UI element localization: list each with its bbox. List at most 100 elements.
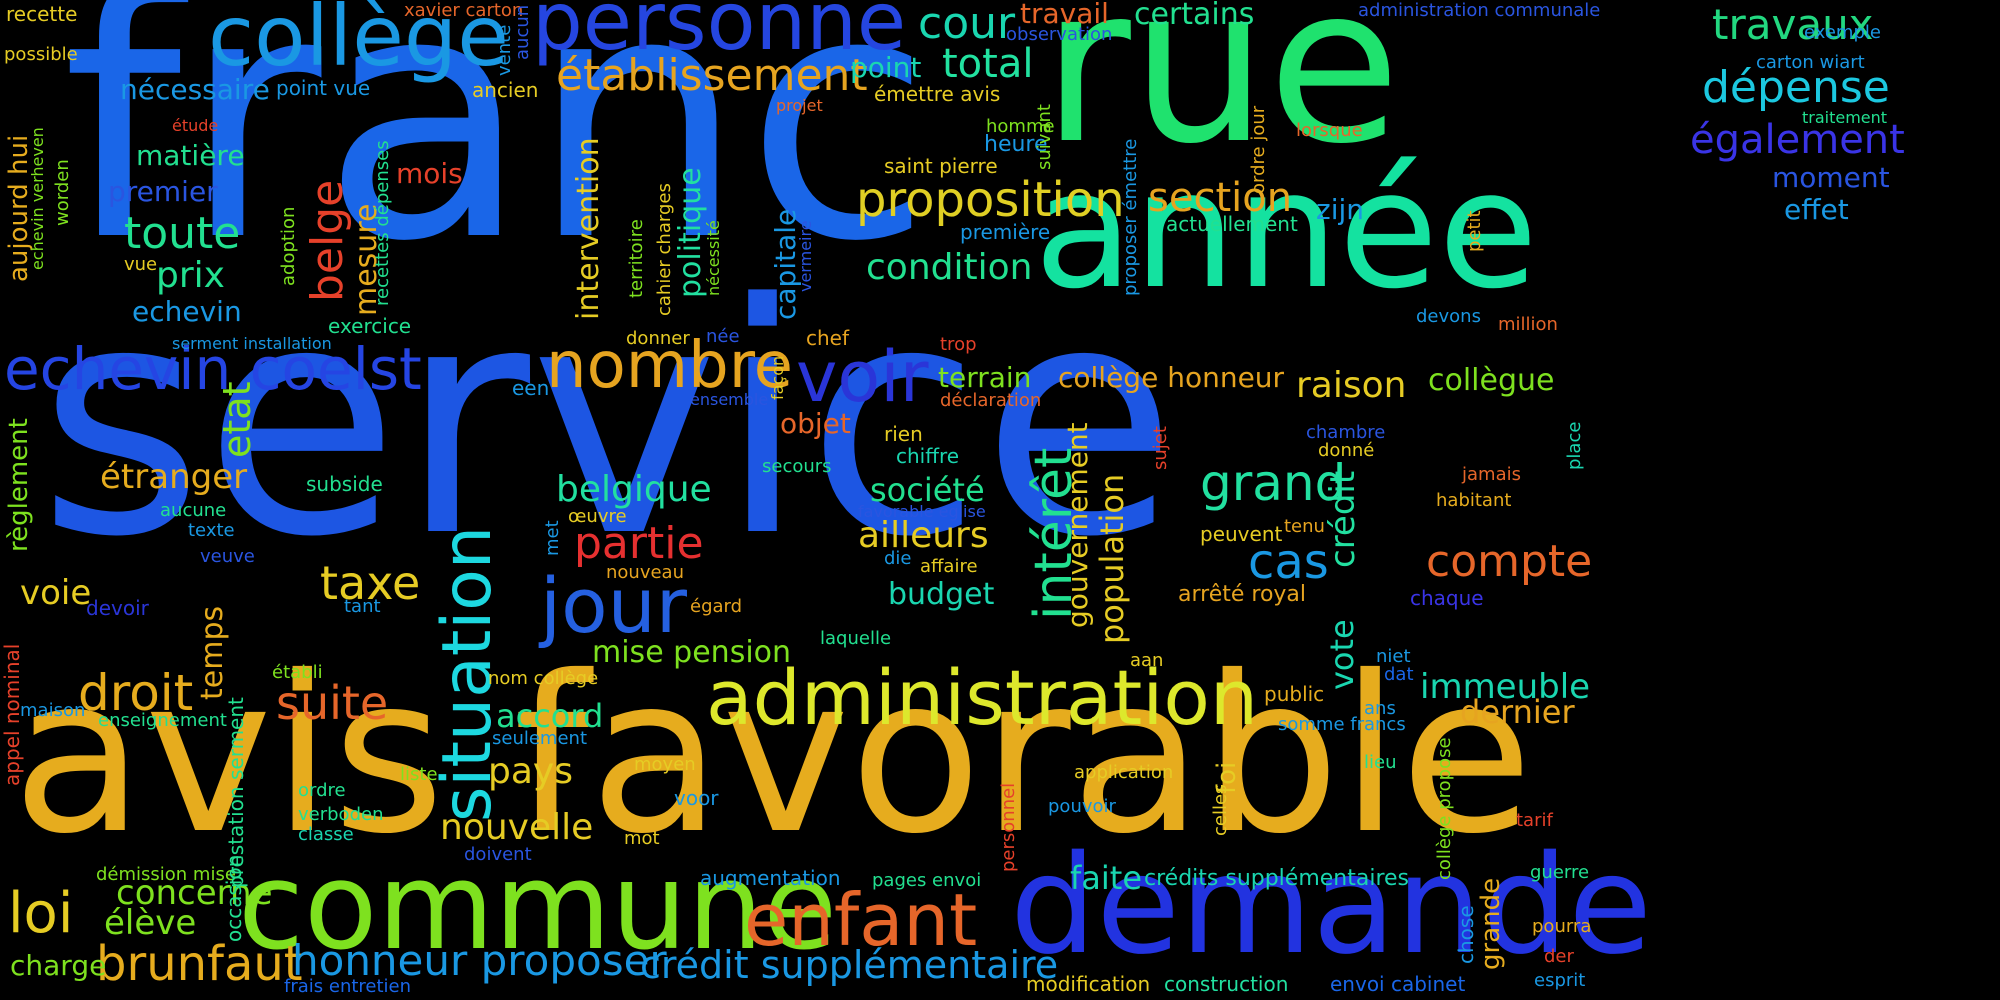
word-brunfaut: brunfaut: [96, 936, 303, 992]
word-million: million: [1498, 314, 1558, 335]
word-habitant: habitant: [1436, 490, 1512, 511]
word-avis-favorable: avis favorable: [12, 630, 1533, 881]
word-die: die: [884, 548, 912, 569]
word-ordre: ordre: [298, 780, 346, 801]
word-moment: moment: [1772, 161, 1890, 194]
word-college-propose: collège propose: [1434, 737, 1455, 880]
word-enfant: enfant: [744, 878, 978, 962]
word-necessite: nécessité: [704, 220, 723, 296]
word-observation: observation: [1006, 24, 1113, 45]
word-voor: voor: [674, 786, 719, 810]
word-grande: grande: [1476, 877, 1506, 970]
word-cas: cas: [1248, 534, 1329, 590]
word-saint-pierre: saint pierre: [884, 154, 998, 178]
word-ans: ans: [1364, 698, 1396, 719]
word-chiffre: chiffre: [896, 444, 960, 468]
word-compte: compte: [1426, 536, 1593, 587]
word-egalement: également: [1690, 117, 1905, 163]
word-personne: personne: [532, 0, 907, 68]
word-demande: demande: [1010, 827, 1653, 985]
word-niet: niet: [1376, 646, 1411, 667]
word-sujet: sujet: [1150, 426, 1171, 470]
word-egard: égard: [690, 596, 743, 617]
word-nombre: nombre: [546, 329, 793, 403]
word-maison: maison: [20, 700, 86, 721]
word-taxe: taxe: [320, 556, 421, 610]
word-lorsque: lorsque: [1296, 120, 1363, 141]
word-temps: temps: [195, 605, 230, 700]
word-administration: administration: [706, 653, 1259, 742]
word-eleve: élève: [104, 903, 197, 943]
word-administration-communale: administration communale: [1358, 0, 1601, 21]
word-zijn: zijn: [1316, 193, 1365, 226]
word-gouvernement: gouvernement: [1061, 422, 1094, 628]
word-classe: classe: [298, 824, 354, 845]
word-etablissement: établissement: [556, 50, 868, 101]
word-met: met: [542, 520, 563, 556]
word-lieu: lieu: [1364, 752, 1397, 773]
word-intervention: intervention: [571, 137, 606, 320]
word-proposer-emettre: proposer émettre: [1120, 138, 1141, 296]
word-echevin: echevin: [132, 295, 242, 328]
word-credit-supplementaire: crédit supplémentaire: [640, 943, 1059, 987]
word-suite: suite: [276, 676, 389, 730]
word-personnel: personnel: [998, 782, 1019, 872]
word-ordre-jour: ordre jour: [1248, 105, 1269, 194]
word-petit: petit: [1464, 210, 1485, 252]
word-der: der: [1544, 946, 1574, 967]
word-matiere: matière: [136, 139, 245, 172]
word-heure: heure: [984, 132, 1048, 157]
word-oeuvre: œuvre: [568, 506, 627, 527]
word-objet: objet: [780, 407, 851, 440]
word-liste: liste: [400, 764, 438, 785]
word-veuve: veuve: [200, 546, 255, 567]
word-travaux: travaux: [1712, 0, 1874, 49]
word-exercice: exercice: [328, 314, 412, 338]
word-subside: subside: [306, 472, 383, 496]
word-aan: aan: [1130, 650, 1164, 671]
word-annee: année: [1034, 137, 1538, 325]
word-declaration: déclaration: [940, 390, 1042, 411]
word-honneur-proposer: honneur proposer: [292, 936, 667, 985]
word-aucun: aucun: [512, 4, 533, 60]
word-accord: accord: [496, 697, 604, 735]
word-etranger: étranger: [100, 457, 248, 497]
word-depense: dépense: [1702, 62, 1890, 113]
word-jour: jour: [540, 561, 688, 650]
word-echevin-verheven: echevin verheven: [28, 127, 47, 270]
word-college-honneur: collège honneur: [1058, 361, 1285, 394]
word-verboden: verboden: [298, 804, 384, 825]
word-traitement: traitement: [1802, 108, 1888, 127]
word-favorable-eglise: favorable eglise: [858, 502, 986, 521]
word-cahier-charges: cahier charges: [654, 183, 675, 316]
word-societe: société: [870, 471, 985, 509]
word-point-vue: point vue: [276, 76, 371, 100]
word-emettre-avis: émettre avis: [874, 82, 1001, 106]
word-certains: certains: [1134, 0, 1255, 32]
word-actuellement: actuellement: [1166, 212, 1298, 236]
word-nouvelle: nouvelle: [440, 807, 594, 848]
word-adoption: adoption: [278, 206, 299, 286]
word-reglement: règlement: [4, 418, 34, 552]
word-recette: recette: [6, 2, 78, 26]
word-voir: voir: [796, 336, 929, 418]
word-serment-installation: serment installation: [172, 334, 332, 353]
word-population: population: [1093, 473, 1131, 644]
word-commune: commune: [238, 838, 838, 977]
word-facon: façon: [768, 355, 787, 400]
word-dat: dat: [1384, 664, 1414, 685]
word-etabli: établi: [272, 662, 323, 683]
word-mois: mois: [396, 157, 463, 190]
word-rue: rue: [1042, 0, 1401, 191]
word-charge: charge: [10, 949, 107, 982]
word-trop: trop: [940, 334, 977, 355]
word-doivent: doivent: [464, 844, 532, 865]
word-pays: pays: [488, 751, 573, 792]
word-ensemble: ensemble: [690, 390, 769, 409]
word-section: section: [1148, 175, 1293, 221]
word-mot: mot: [624, 828, 660, 849]
word-projet: projet: [776, 96, 823, 115]
word-loi: loi: [8, 881, 74, 946]
word-jamais: jamais: [1462, 464, 1521, 485]
